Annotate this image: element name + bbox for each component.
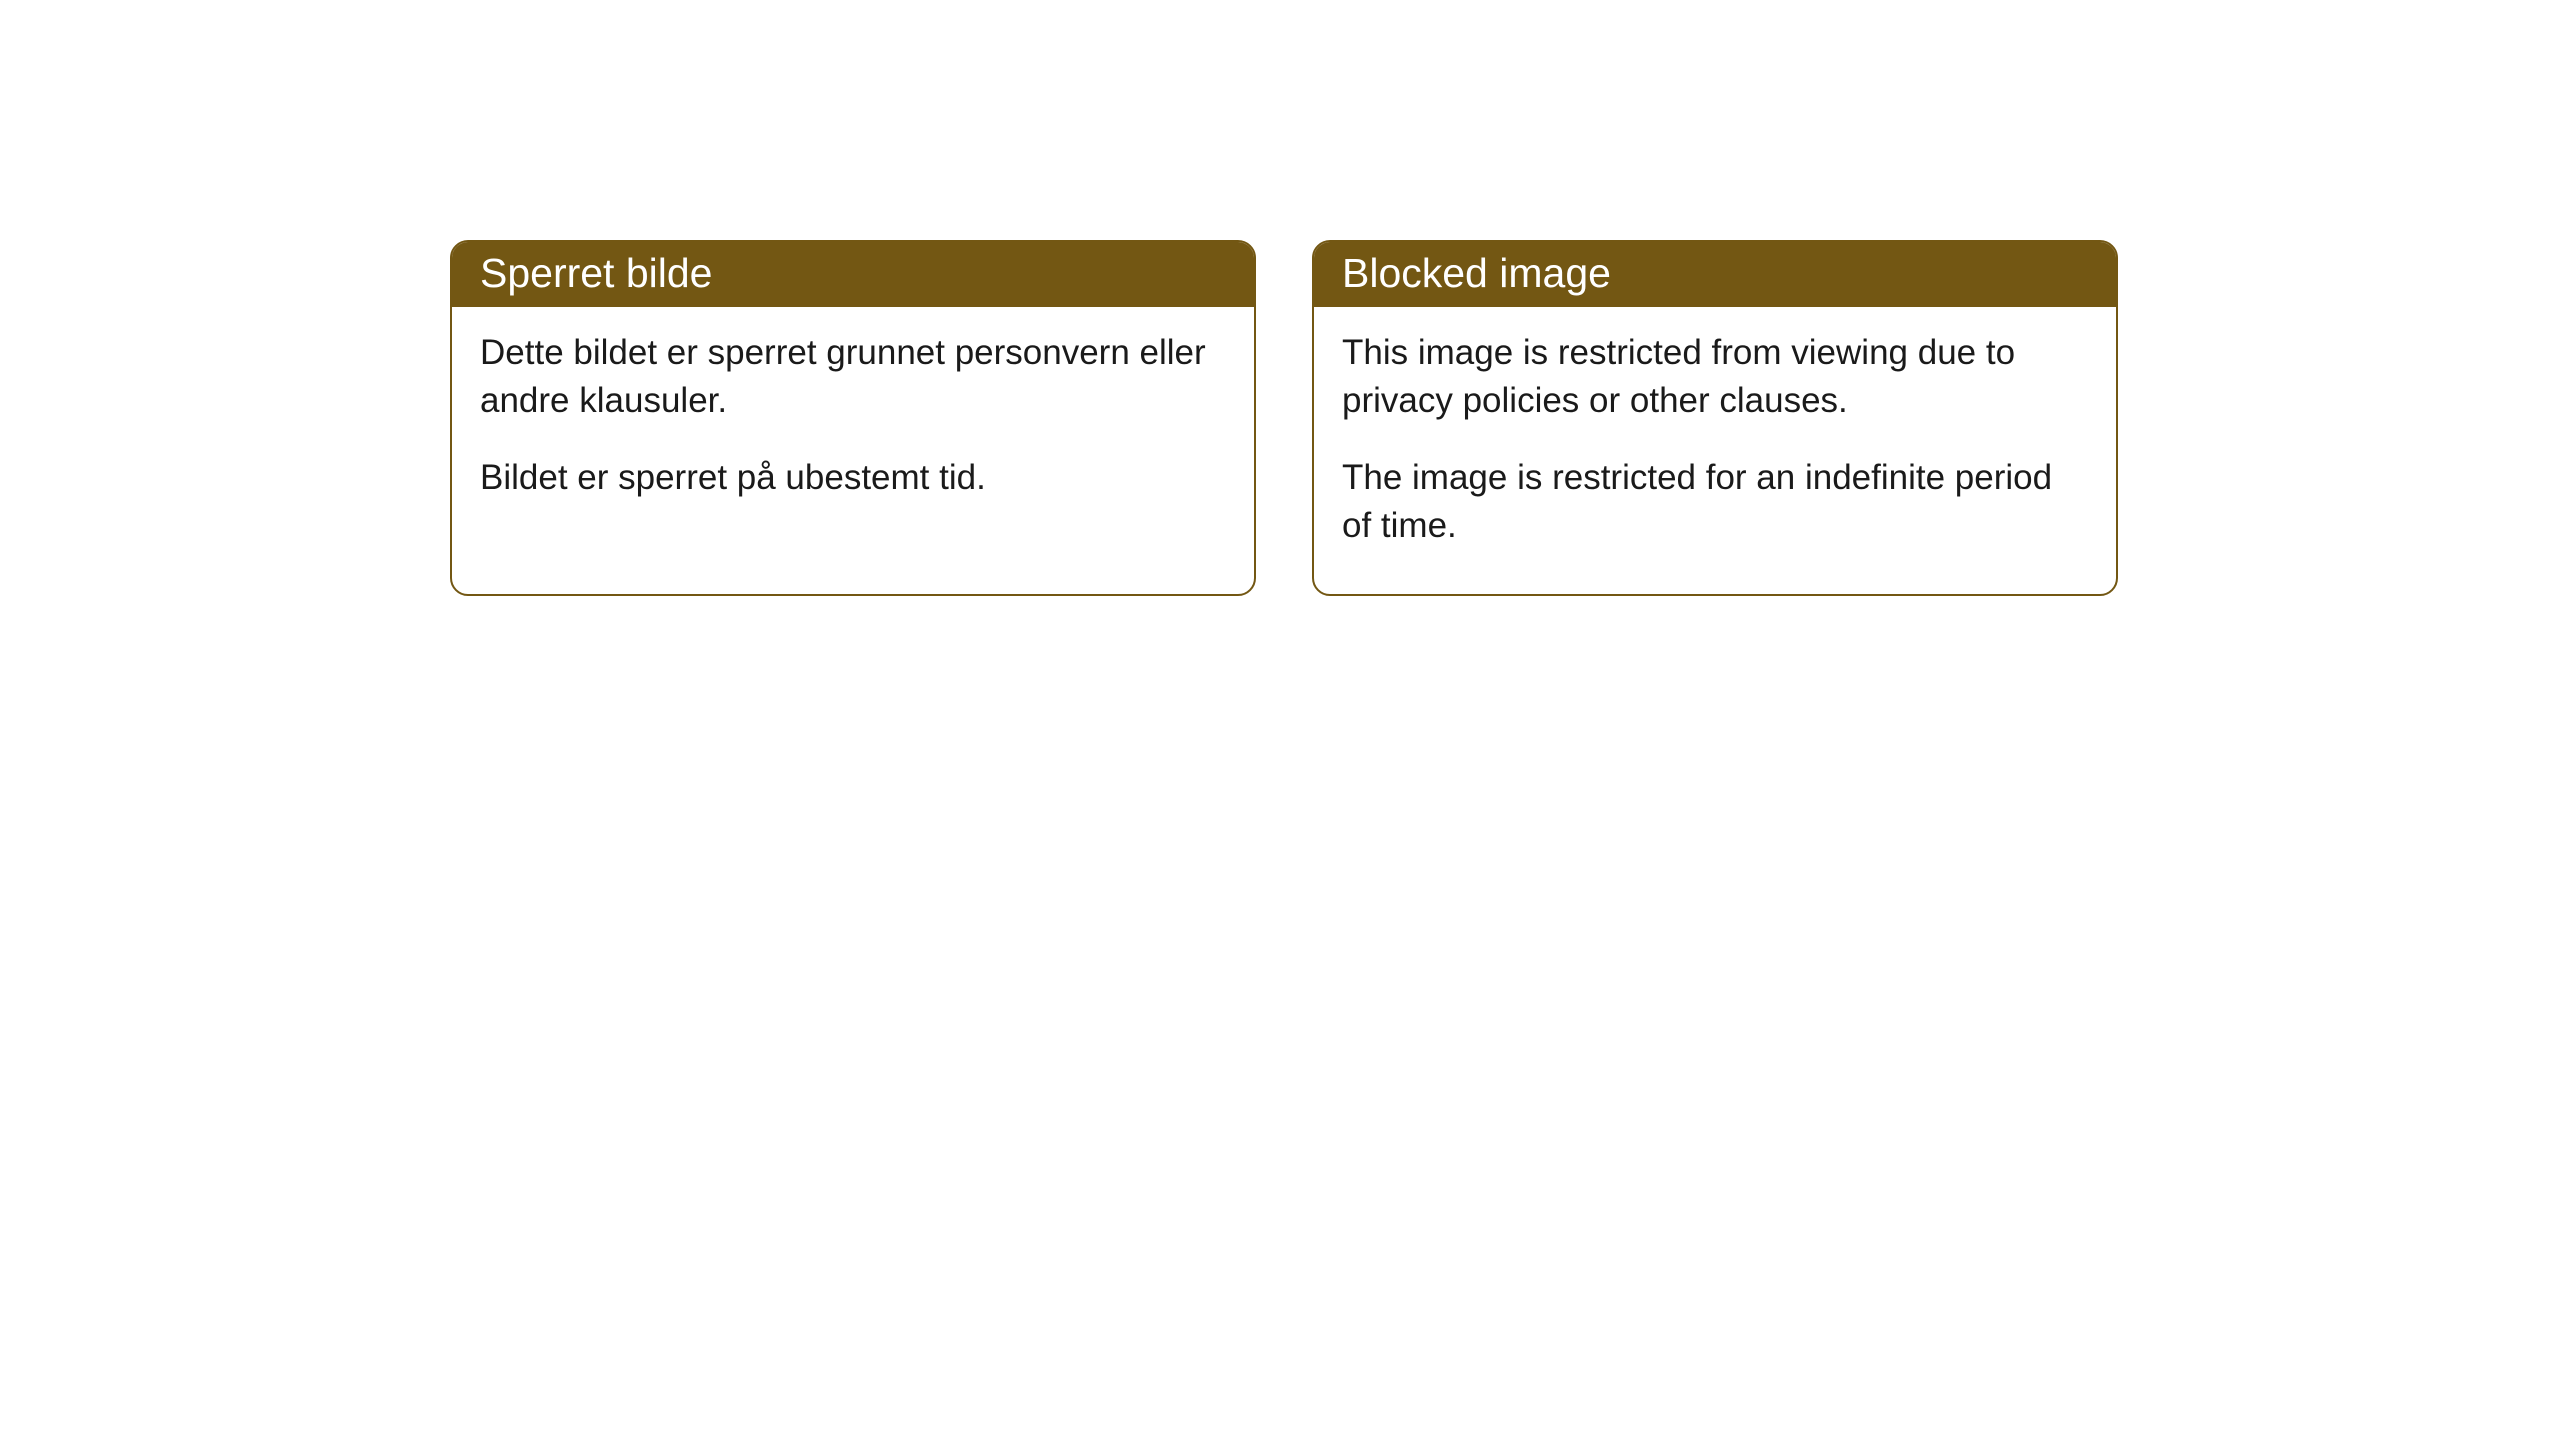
card-body: Dette bildet er sperret grunnet personve… <box>452 307 1254 546</box>
card-header: Blocked image <box>1314 242 2116 307</box>
card-paragraph: This image is restricted from viewing du… <box>1342 329 2088 426</box>
card-paragraph: Dette bildet er sperret grunnet personve… <box>480 329 1226 426</box>
card-body: This image is restricted from viewing du… <box>1314 307 2116 594</box>
card-paragraph: The image is restricted for an indefinit… <box>1342 454 2088 551</box>
notice-card-norwegian: Sperret bilde Dette bildet er sperret gr… <box>450 240 1256 596</box>
notice-card-english: Blocked image This image is restricted f… <box>1312 240 2118 596</box>
notice-cards-container: Sperret bilde Dette bildet er sperret gr… <box>450 240 2118 596</box>
card-title: Blocked image <box>1342 250 1611 296</box>
card-paragraph: Bildet er sperret på ubestemt tid. <box>480 454 1226 502</box>
card-title: Sperret bilde <box>480 250 712 296</box>
card-header: Sperret bilde <box>452 242 1254 307</box>
